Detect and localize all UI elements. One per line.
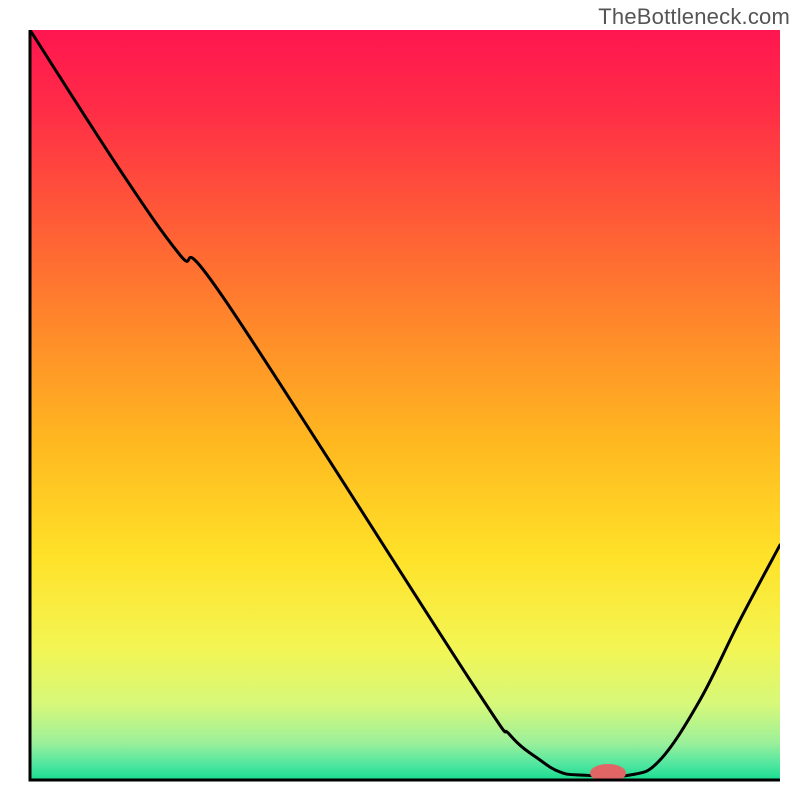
bottleneck-curve-chart bbox=[0, 0, 800, 800]
chart-container: TheBottleneck.com bbox=[0, 0, 800, 800]
gradient-background bbox=[30, 30, 780, 780]
watermark-text: TheBottleneck.com bbox=[598, 4, 790, 30]
